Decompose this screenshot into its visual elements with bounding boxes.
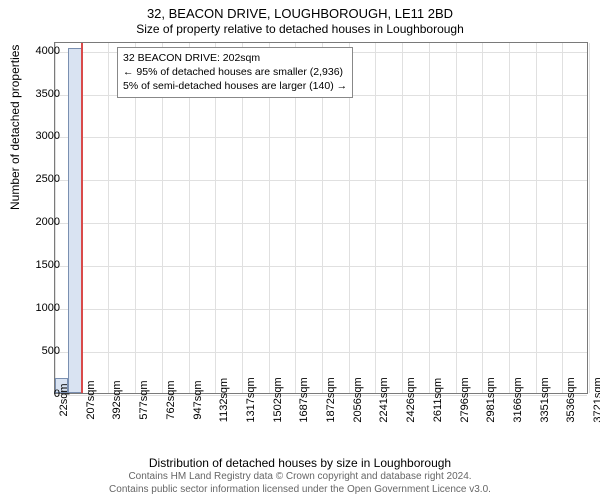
- gridline-v: [456, 43, 457, 393]
- xtick-label: 3166sqm: [512, 377, 524, 422]
- xtick-label: 2426sqm: [405, 377, 417, 422]
- xtick-label: 1502sqm: [272, 377, 284, 422]
- xtick-label: 3536sqm: [565, 377, 577, 422]
- gridline-v: [108, 43, 109, 393]
- callout-line-1: 32 BEACON DRIVE: 202sqm: [123, 51, 347, 65]
- chart-subtitle: Size of property relative to detached ho…: [0, 22, 600, 36]
- xtick-label: 762sqm: [165, 380, 177, 419]
- ytick-label: 1000: [10, 302, 60, 314]
- ytick-label: 3500: [10, 88, 60, 100]
- xtick-label: 1132sqm: [218, 378, 230, 422]
- xtick-label: 2241sqm: [378, 377, 390, 422]
- ytick-label: 500: [10, 345, 60, 357]
- ytick-label: 2000: [10, 216, 60, 228]
- xtick-label: 207sqm: [85, 380, 97, 419]
- ytick-label: 2500: [10, 173, 60, 185]
- ytick-label: 3000: [10, 130, 60, 142]
- chart-title: 32, BEACON DRIVE, LOUGHBOROUGH, LE11 2BD: [0, 6, 600, 21]
- footer-line-1: Contains HM Land Registry data © Crown c…: [0, 470, 600, 483]
- x-axis-label: Distribution of detached houses by size …: [0, 456, 600, 470]
- xtick-label: 392sqm: [111, 380, 123, 419]
- histogram-bar: [68, 48, 81, 393]
- callout-line-3: 5% of semi-detached houses are larger (1…: [123, 79, 347, 93]
- xtick-label: 3351sqm: [539, 377, 551, 422]
- footer-attribution: Contains HM Land Registry data © Crown c…: [0, 470, 600, 496]
- xtick-label: 22sqm: [58, 383, 70, 416]
- xtick-label: 3721sqm: [592, 377, 600, 422]
- xtick-label: 2981sqm: [485, 377, 497, 422]
- xtick-label: 2611sqm: [432, 378, 444, 422]
- callout-line-2: ← 95% of detached houses are smaller (2,…: [123, 65, 347, 79]
- ytick-label: 1500: [10, 259, 60, 271]
- gridline-h: [55, 395, 587, 396]
- callout-box: 32 BEACON DRIVE: 202sqm← 95% of detached…: [117, 47, 353, 98]
- gridline-v: [429, 43, 430, 393]
- gridline-v: [482, 43, 483, 393]
- gridline-v: [562, 43, 563, 393]
- ytick-label: 0: [10, 388, 60, 400]
- chart-header: 32, BEACON DRIVE, LOUGHBOROUGH, LE11 2BD…: [0, 0, 600, 38]
- xtick-label: 2796sqm: [459, 377, 471, 422]
- gridline-v: [375, 43, 376, 393]
- xtick-label: 947sqm: [192, 380, 204, 419]
- gridline-v: [536, 43, 537, 393]
- gridline-v: [589, 43, 590, 393]
- xtick-label: 577sqm: [138, 380, 150, 419]
- xtick-label: 1317sqm: [245, 377, 257, 422]
- property-marker-line: [81, 43, 83, 393]
- plot-region: 32 BEACON DRIVE: 202sqm← 95% of detached…: [54, 42, 588, 394]
- xtick-label: 1687sqm: [298, 377, 310, 422]
- xtick-label: 1872sqm: [325, 377, 337, 422]
- xtick-label: 2056sqm: [352, 377, 364, 422]
- gridline-v: [509, 43, 510, 393]
- chart-area: 32 BEACON DRIVE: 202sqm← 95% of detached…: [54, 38, 588, 394]
- gridline-v: [402, 43, 403, 393]
- footer-line-2: Contains public sector information licen…: [0, 483, 600, 496]
- ytick-label: 4000: [10, 45, 60, 57]
